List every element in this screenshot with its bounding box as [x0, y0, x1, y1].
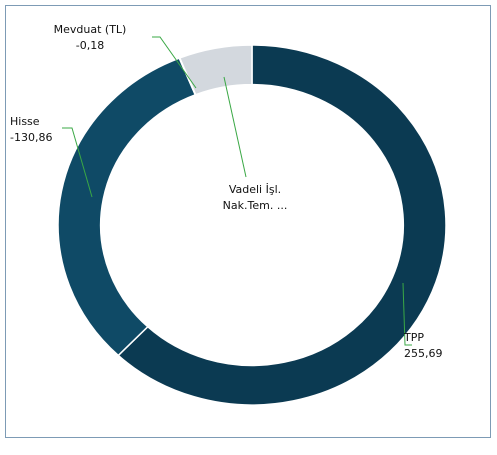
donut-slice — [57, 57, 197, 357]
leader-line — [223, 76, 247, 178]
value-label: 255,69 — [404, 347, 443, 360]
donut-slice — [117, 44, 447, 406]
chart-frame — [5, 5, 491, 438]
category-name: TPP — [404, 331, 424, 344]
slice-label: TPP 255,69 — [404, 330, 464, 362]
slice-label: Hisse -130,86 — [10, 114, 70, 146]
value-label: -130,86 — [10, 131, 53, 144]
leader-line — [402, 282, 412, 346]
leader-line — [62, 127, 93, 198]
category-name: Hisse — [10, 115, 40, 128]
value-label: -0,18 — [75, 39, 105, 52]
category-name: Mevduat (TL) — [53, 23, 127, 36]
slice-label: Mevduat (TL) -0,18 — [40, 22, 140, 54]
donut-slice — [178, 44, 253, 96]
leader-line — [152, 36, 197, 89]
category-name: Vadeli İşl. Nak.Tem. ... — [222, 183, 288, 212]
slice-label: Vadeli İşl. Nak.Tem. ... — [205, 182, 305, 214]
